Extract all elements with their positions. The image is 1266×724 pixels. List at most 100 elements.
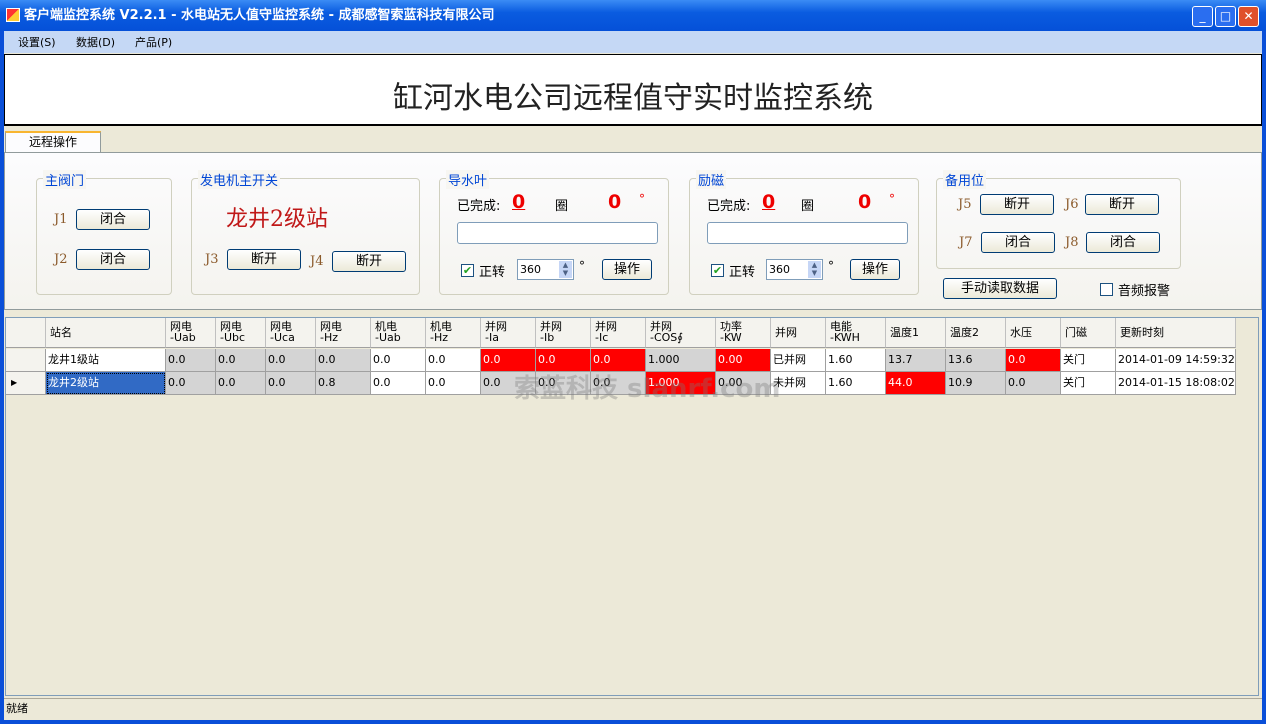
- table-cell[interactable]: 0.0: [216, 349, 266, 372]
- column-header[interactable]: 门磁: [1061, 318, 1116, 348]
- column-header[interactable]: 功率 -KW: [716, 318, 771, 348]
- menu-settings[interactable]: 设置(S): [18, 36, 56, 49]
- table-cell[interactable]: 13.6: [946, 349, 1006, 372]
- station-name-cell[interactable]: 龙井1级站: [46, 349, 166, 372]
- column-header[interactable]: 并网 -Ia: [481, 318, 536, 348]
- excitation-progress-field[interactable]: [707, 222, 908, 244]
- angle-value: 360: [520, 263, 541, 276]
- table-cell[interactable]: 0.00: [716, 349, 771, 372]
- table-cell[interactable]: 0.0: [591, 349, 646, 372]
- generator-switch-group: 发电机主开关 龙井2级站 J3 断开 J4 断开: [191, 170, 420, 295]
- angle-spinner[interactable]: 360 ▲ ▼: [517, 259, 574, 280]
- forward-checkbox[interactable]: ✔: [711, 264, 724, 277]
- column-header[interactable]: 机电 -Uab: [371, 318, 426, 348]
- group-title: 励磁: [696, 170, 727, 189]
- table-cell[interactable]: 0.0: [166, 349, 216, 372]
- done-label: 已完成:: [457, 199, 501, 214]
- degree-value: 0: [858, 191, 872, 213]
- group-title: 导水叶: [446, 170, 490, 189]
- column-header[interactable]: 站名: [46, 318, 166, 348]
- column-header[interactable]: 更新时刻: [1116, 318, 1236, 348]
- table-cell[interactable]: 0.0: [591, 372, 646, 395]
- audio-alarm-checkbox[interactable]: [1100, 283, 1113, 296]
- maximize-button[interactable]: □: [1215, 6, 1236, 27]
- angle-unit: °: [579, 259, 585, 273]
- table-cell[interactable]: 0.0: [426, 349, 481, 372]
- table-cell[interactable]: 0.0: [316, 349, 371, 372]
- table-cell[interactable]: 0.0: [371, 372, 426, 395]
- column-header[interactable]: 网电 -Ubc: [216, 318, 266, 348]
- table-cell[interactable]: 0.0: [266, 349, 316, 372]
- guide-vane-progress-field[interactable]: [457, 222, 658, 244]
- table-cell[interactable]: 0.0: [266, 372, 316, 395]
- j7-close-button[interactable]: 闭合: [981, 232, 1055, 253]
- column-header[interactable]: 并网 -Ib: [536, 318, 591, 348]
- spin-arrows-icon[interactable]: ▲ ▼: [808, 261, 821, 278]
- table-cell[interactable]: 0.0: [481, 372, 536, 395]
- table-cell[interactable]: 2014-01-09 14:59:32: [1116, 349, 1236, 372]
- table-cell[interactable]: 已并网: [771, 349, 826, 372]
- table-cell[interactable]: 0.00: [716, 372, 771, 395]
- column-header[interactable]: 机电 -Hz: [426, 318, 481, 348]
- table-cell[interactable]: 0.0: [216, 372, 266, 395]
- row-header[interactable]: ▶: [6, 372, 46, 395]
- column-header[interactable]: 并网: [771, 318, 826, 348]
- j4-open-button[interactable]: 断开: [332, 251, 406, 272]
- j1-close-button[interactable]: 闭合: [76, 209, 150, 230]
- table-cell[interactable]: 0.0: [426, 372, 481, 395]
- table-cell[interactable]: 1.60: [826, 349, 886, 372]
- table-cell[interactable]: 2014-01-15 18:08:02: [1116, 372, 1236, 395]
- forward-checkbox[interactable]: ✔: [461, 264, 474, 277]
- watermark: 索蓝科技 slanrf.com: [514, 374, 781, 404]
- excitation-operate-button[interactable]: 操作: [850, 259, 900, 280]
- table-cell[interactable]: 0.0: [371, 349, 426, 372]
- j5-open-button[interactable]: 断开: [980, 194, 1054, 215]
- menu-data[interactable]: 数据(D): [76, 36, 116, 49]
- table-cell[interactable]: 0.0: [536, 349, 591, 372]
- degree-value: 0: [608, 191, 622, 213]
- column-header[interactable]: 并网 -COS∮: [646, 318, 716, 348]
- column-header[interactable]: 温度1: [886, 318, 946, 348]
- table-cell[interactable]: 10.9: [946, 372, 1006, 395]
- table-cell[interactable]: 1.000: [646, 349, 716, 372]
- table-cell[interactable]: 0.0: [1006, 349, 1061, 372]
- spin-arrows-icon[interactable]: ▲ ▼: [559, 261, 572, 278]
- table-cell[interactable]: 44.0: [886, 372, 946, 395]
- station-data-grid: 站名 网电 -Uab 网电 -Ubc 网电 -Uca 网电 -Hz 机电 -Uab 机电 -…: [5, 317, 1259, 696]
- table-cell[interactable]: 关门: [1061, 349, 1116, 372]
- angle-spinner[interactable]: 360 ▲ ▼: [766, 259, 823, 280]
- station-name-cell[interactable]: 龙井2级站: [46, 372, 166, 395]
- table-cell[interactable]: 关门: [1061, 372, 1116, 395]
- column-header[interactable]: 水压: [1006, 318, 1061, 348]
- table-cell[interactable]: 1.000: [646, 372, 716, 395]
- table-cell[interactable]: 0.0: [166, 372, 216, 395]
- close-button[interactable]: ✕: [1238, 6, 1259, 27]
- table-cell[interactable]: 0.0: [536, 372, 591, 395]
- j6-open-button[interactable]: 断开: [1085, 194, 1159, 215]
- column-header[interactable]: 并网 -Ic: [591, 318, 646, 348]
- j5-label: J5: [958, 197, 972, 212]
- column-header[interactable]: 温度2: [946, 318, 1006, 348]
- row-header[interactable]: [6, 349, 46, 372]
- table-cell[interactable]: 13.7: [886, 349, 946, 372]
- table-cell[interactable]: 0.0: [481, 349, 536, 372]
- j2-close-button[interactable]: 闭合: [76, 249, 150, 270]
- tab-remote-operation[interactable]: 远程操作: [5, 131, 101, 153]
- minimize-button[interactable]: _: [1192, 6, 1213, 27]
- table-cell[interactable]: 1.60: [826, 372, 886, 395]
- manual-read-data-button[interactable]: 手动读取数据: [943, 278, 1057, 299]
- table-cell[interactable]: 0.0: [1006, 372, 1061, 395]
- table-cell[interactable]: 0.8: [316, 372, 371, 395]
- column-header[interactable]: 网电 -Uab: [166, 318, 216, 348]
- column-header[interactable]: 网电 -Uca: [266, 318, 316, 348]
- column-header[interactable]: 电能 -KWH: [826, 318, 886, 348]
- j8-label: J8: [1065, 235, 1079, 250]
- menu-product[interactable]: 产品(P): [135, 36, 173, 49]
- table-cell[interactable]: 未并网: [771, 372, 826, 395]
- j8-close-button[interactable]: 闭合: [1086, 232, 1160, 253]
- column-header[interactable]: 网电 -Hz: [316, 318, 371, 348]
- forward-label: 正转: [729, 265, 756, 280]
- guide-vane-group: 导水叶 已完成: 0 圈 0 ° ✔ 正转 360 ▲ ▼ ° 操作: [439, 170, 669, 295]
- guide-vane-operate-button[interactable]: 操作: [602, 259, 652, 280]
- j3-open-button[interactable]: 断开: [227, 249, 301, 270]
